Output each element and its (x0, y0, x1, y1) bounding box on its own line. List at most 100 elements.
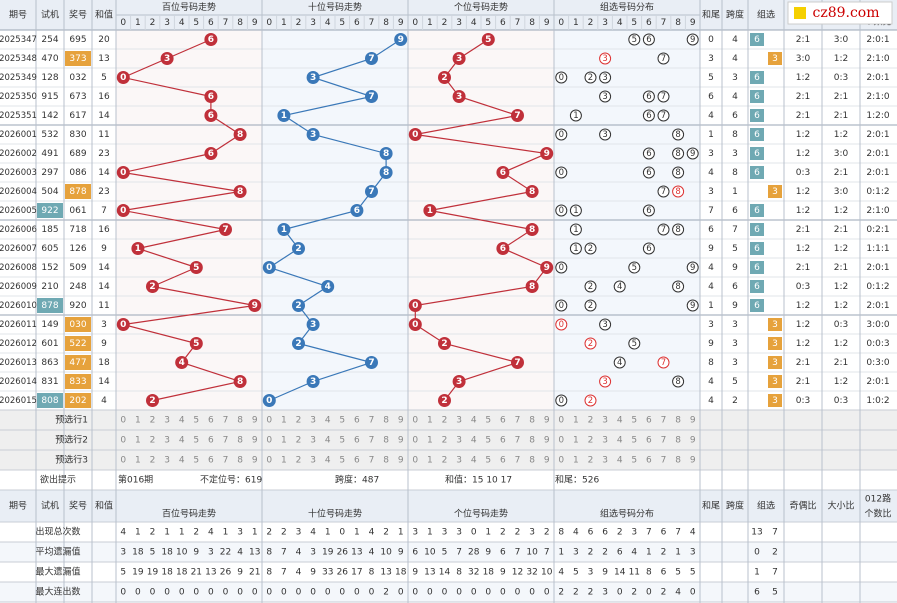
ball-digit: 3 (456, 377, 462, 387)
digit-header: 7 (515, 18, 521, 28)
group-dist-digit: 5 (632, 263, 637, 273)
cell-text: 6 (732, 111, 738, 121)
cell-text: 3 (772, 54, 778, 64)
cell-text: 20 (98, 35, 110, 45)
preselect-digit: 1 (281, 436, 287, 446)
stats-value: 11 (629, 568, 640, 578)
stats-value: 13 (205, 568, 216, 578)
preselect-digit: 5 (193, 456, 199, 466)
hint-text: 第016期 (118, 474, 153, 486)
stats-value: 0 (442, 588, 448, 598)
stats-value: 0 (412, 588, 418, 598)
digit-header: 6 (500, 18, 506, 28)
stats-value: 5 (150, 548, 156, 558)
trend-ball (365, 185, 378, 198)
ball-digit: 0 (412, 301, 418, 311)
cell-text: 1:2 (834, 282, 848, 292)
ball-digit: 0 (412, 130, 418, 140)
ball-digit: 7 (368, 92, 374, 102)
stats-value: 2 (573, 588, 579, 598)
group-dist-digit: 2 (588, 339, 593, 349)
stats-value: 4 (558, 568, 564, 578)
preselect-digit: 1 (573, 416, 579, 426)
digit-header: 0 (120, 18, 126, 28)
stats-value: 9 (500, 568, 506, 578)
stats-value: 8 (558, 528, 564, 538)
group-mark (768, 375, 782, 388)
cell-text: 7 (732, 225, 738, 235)
hint-text: 跨度：487 (335, 474, 379, 486)
cell-text: 617 (69, 111, 86, 121)
stats-value: 8 (266, 548, 272, 558)
group-dist-mark (672, 185, 685, 198)
cell-text: 3 (732, 339, 738, 349)
stats-value: 1 (354, 528, 360, 538)
preselect-digit: 2 (150, 456, 156, 466)
cell-text: 210 (41, 282, 58, 292)
section-title: 个位号码走势 (454, 508, 508, 520)
cell-text: 1:2 (796, 149, 810, 159)
cell-text: 1:2 (834, 206, 848, 216)
stats-value: 2 (631, 588, 637, 598)
cell-text: 0:3 (834, 396, 848, 406)
cell-text: 833 (69, 377, 86, 387)
group-dist-mark (657, 52, 670, 65)
group-dist-digit: 3 (602, 320, 607, 330)
group-dist-digit: 1 (573, 111, 578, 121)
group-dist-mark (657, 109, 670, 122)
cell-text: 9 (708, 244, 714, 254)
cell-text: 2:1 (834, 111, 848, 121)
ball-digit: 3 (310, 130, 316, 140)
trend-ball (423, 204, 437, 217)
ball-digit: 8 (383, 149, 389, 159)
cell-text: 3:0 (834, 187, 849, 197)
stats-label: 最大遗漏值 (35, 566, 80, 578)
cell-text: 185 (41, 225, 58, 235)
group-dist-digit: 0 (559, 206, 564, 216)
preselect-digit: 7 (661, 456, 667, 466)
section-title: 百位号码走势 (162, 1, 216, 13)
group-dist-mark (555, 261, 568, 274)
trend-ball (540, 147, 554, 160)
cell-text: 6 (754, 168, 760, 178)
cell-text: 152 (41, 263, 58, 273)
preselect-digit: 3 (602, 436, 608, 446)
preselect-digit: 2 (588, 436, 594, 446)
stats-value: 0 (339, 588, 345, 598)
stats-value: 4 (208, 528, 214, 538)
group-dist-digit: 6 (646, 35, 651, 45)
trend-ball (525, 185, 539, 198)
cell-text: 6 (754, 92, 760, 102)
cell-text: 504 (41, 187, 58, 197)
group-dist-digit: 2 (588, 301, 593, 311)
cell-text: 9 (101, 244, 107, 254)
stats-value: 18 (132, 548, 144, 558)
preselect-digit: 0 (266, 436, 272, 446)
group-dist-mark (686, 147, 699, 160)
preselect-digit: 1 (135, 416, 141, 426)
cell-text: 522 (69, 339, 86, 349)
stats-value: 3 (310, 548, 316, 558)
stats-value: 4 (296, 548, 302, 558)
group-dist-mark (672, 128, 685, 141)
preselect-digit: 2 (442, 416, 448, 426)
cell-text: 2:1:0 (866, 206, 890, 216)
preselect-digit: 3 (310, 436, 316, 446)
stats-value: 22 (220, 548, 231, 558)
ball-digit: 0 (266, 396, 272, 406)
stats-value: 3 (237, 528, 243, 538)
stats-value: 4 (675, 588, 681, 598)
cell-text: 0:0:3 (866, 339, 889, 349)
cell-text: 1:2 (796, 130, 810, 140)
trend-ball (452, 52, 466, 65)
cell-text: 2:1 (796, 35, 810, 45)
stats-value: 0 (427, 588, 433, 598)
cell-text: 6 (754, 149, 760, 159)
cell-text: 2:1:0 (866, 92, 890, 102)
cell-text: 6 (754, 73, 760, 83)
cell-text: 601 (41, 339, 58, 349)
stats-bg (0, 542, 897, 562)
trend-ball (540, 261, 554, 274)
ball-digit: 5 (485, 35, 491, 45)
digit-header: 0 (412, 18, 418, 28)
